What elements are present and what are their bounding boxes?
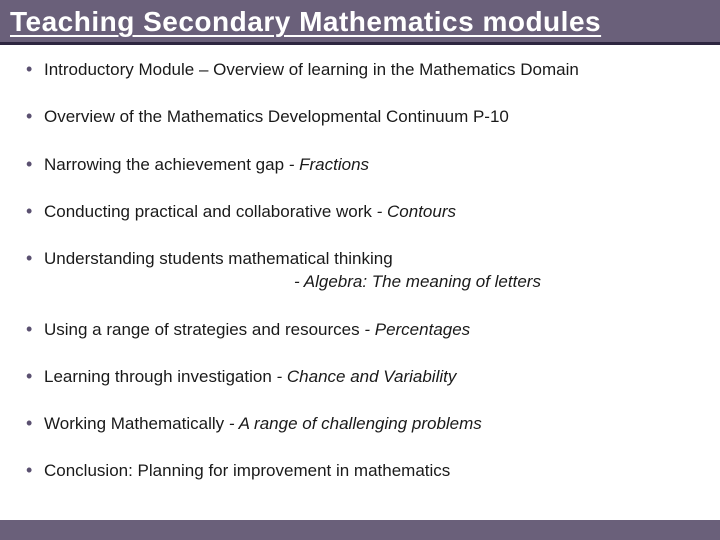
item-text: Conclusion: Planning for improvement in …	[44, 461, 450, 480]
module-list: Introductory Module – Overview of learni…	[22, 59, 698, 482]
list-item: Understanding students mathematical thin…	[22, 248, 698, 293]
content-area: Introductory Module – Overview of learni…	[0, 45, 720, 482]
title-bar: Teaching Secondary Mathematics modules	[0, 0, 720, 45]
item-italic: - A range of challenging problems	[229, 414, 482, 433]
list-item: Working Mathematically - A range of chal…	[22, 413, 698, 434]
list-item: Narrowing the achievement gap - Fraction…	[22, 154, 698, 175]
item-italic: - Fractions	[289, 155, 369, 174]
item-text: Working Mathematically	[44, 414, 229, 433]
list-item: Introductory Module – Overview of learni…	[22, 59, 698, 80]
item-text: Conducting practical and collaborative w…	[44, 202, 377, 221]
slide-title: Teaching Secondary Mathematics modules	[10, 6, 710, 38]
list-item: Conclusion: Planning for improvement in …	[22, 460, 698, 481]
item-subline: - Algebra: The meaning of letters	[44, 271, 698, 292]
item-text: Introductory Module – Overview of learni…	[44, 60, 579, 79]
list-item: Using a range of strategies and resource…	[22, 319, 698, 340]
slide: Teaching Secondary Mathematics modules I…	[0, 0, 720, 540]
item-italic: - Chance and Variability	[277, 367, 457, 386]
footer-strip	[0, 520, 720, 540]
item-text: Overview of the Mathematics Developmenta…	[44, 107, 509, 126]
list-item: Learning through investigation - Chance …	[22, 366, 698, 387]
item-text: Using a range of strategies and resource…	[44, 320, 364, 339]
item-text: Narrowing the achievement gap	[44, 155, 289, 174]
list-item: Overview of the Mathematics Developmenta…	[22, 106, 698, 127]
item-italic: - Contours	[377, 202, 456, 221]
item-text: Learning through investigation	[44, 367, 277, 386]
item-italic: - Percentages	[364, 320, 470, 339]
item-text: Understanding students mathematical thin…	[44, 249, 393, 268]
list-item: Conducting practical and collaborative w…	[22, 201, 698, 222]
